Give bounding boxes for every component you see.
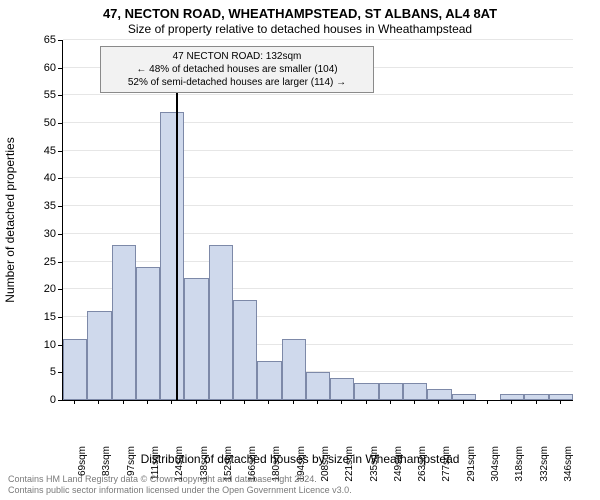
y-tick-label: 45 [44,145,56,157]
x-axis-label: Distribution of detached houses by size … [0,452,600,466]
x-tick-mark [98,400,99,404]
x-tick-mark [244,400,245,404]
y-tick-label: 15 [44,311,56,323]
y-tick-label: 60 [44,62,56,74]
histogram-bar [87,311,111,400]
x-tick-mark [560,400,561,404]
x-tick-mark [463,400,464,404]
x-tick-mark [366,400,367,404]
y-tick-mark [58,289,62,290]
y-tick-mark [58,123,62,124]
y-tick-mark [58,345,62,346]
x-tick-mark [414,400,415,404]
chart-container: 47, NECTON ROAD, WHEATHAMPSTEAD, ST ALBA… [0,0,600,500]
y-tick-mark [58,40,62,41]
histogram-bar [524,394,548,400]
info-box: 47 NECTON ROAD: 132sqm ← 48% of detached… [100,46,374,93]
histogram-bar [160,112,184,400]
y-tick-mark [58,95,62,96]
footer-line-2: Contains public sector information licen… [8,485,352,496]
y-tick-mark [58,234,62,235]
gridline [63,122,573,123]
x-tick-mark [123,400,124,404]
x-tick-mark [147,400,148,404]
histogram-bar [403,383,427,400]
histogram-bar [233,300,257,400]
y-tick-label: 10 [44,339,56,351]
histogram-bar [112,245,136,400]
chart-title-sub: Size of property relative to detached ho… [0,22,600,36]
info-line-1: 47 NECTON ROAD: 132sqm [107,50,367,63]
chart-title-main: 47, NECTON ROAD, WHEATHAMPSTEAD, ST ALBA… [0,6,600,21]
histogram-bar [354,383,378,400]
y-tick-label: 0 [50,394,56,406]
x-tick-mark [74,400,75,404]
histogram-bar [452,394,476,400]
y-tick-mark [58,206,62,207]
y-axis-label: Number of detached properties [3,137,17,302]
y-tick-label: 25 [44,256,56,268]
y-tick-label: 55 [44,89,56,101]
histogram-bar [184,278,208,400]
x-tick-mark [390,400,391,404]
gridline [63,150,573,151]
y-tick-mark [58,178,62,179]
gridline [63,39,573,40]
gridline [63,177,573,178]
footer-line-1: Contains HM Land Registry data © Crown c… [8,474,352,485]
y-tick-label: 20 [44,283,56,295]
x-tick-mark [220,400,221,404]
plot-area [62,40,573,401]
gridline [63,233,573,234]
footer-credits: Contains HM Land Registry data © Crown c… [8,474,352,496]
histogram-bar [500,394,524,400]
histogram-bar [209,245,233,400]
histogram-bar [136,267,160,400]
x-tick-mark [317,400,318,404]
histogram-bar [257,361,281,400]
histogram-bar [306,372,330,400]
x-tick-mark [511,400,512,404]
x-tick-mark [487,400,488,404]
y-tick-mark [58,317,62,318]
property-marker-line [176,84,178,400]
gridline [63,261,573,262]
y-tick-label: 5 [50,366,56,378]
y-tick-label: 30 [44,228,56,240]
gridline [63,94,573,95]
y-tick-mark [58,400,62,401]
x-tick-mark [341,400,342,404]
y-tick-mark [58,262,62,263]
x-tick-mark [268,400,269,404]
y-tick-label: 50 [44,117,56,129]
y-tick-mark [58,68,62,69]
histogram-bar [379,383,403,400]
y-tick-mark [58,372,62,373]
info-line-2: ← 48% of detached houses are smaller (10… [107,63,367,76]
y-tick-mark [58,151,62,152]
x-tick-mark [293,400,294,404]
histogram-bar [427,389,451,400]
x-tick-mark [536,400,537,404]
histogram-bar [330,378,354,400]
y-tick-label: 40 [44,172,56,184]
histogram-bar [63,339,87,400]
y-tick-label: 65 [44,34,56,46]
x-tick-mark [438,400,439,404]
y-tick-label: 35 [44,200,56,212]
histogram-bar [549,394,573,400]
x-tick-mark [196,400,197,404]
x-tick-mark [171,400,172,404]
histogram-bar [282,339,306,400]
info-line-3: 52% of semi-detached houses are larger (… [107,76,367,89]
gridline [63,205,573,206]
